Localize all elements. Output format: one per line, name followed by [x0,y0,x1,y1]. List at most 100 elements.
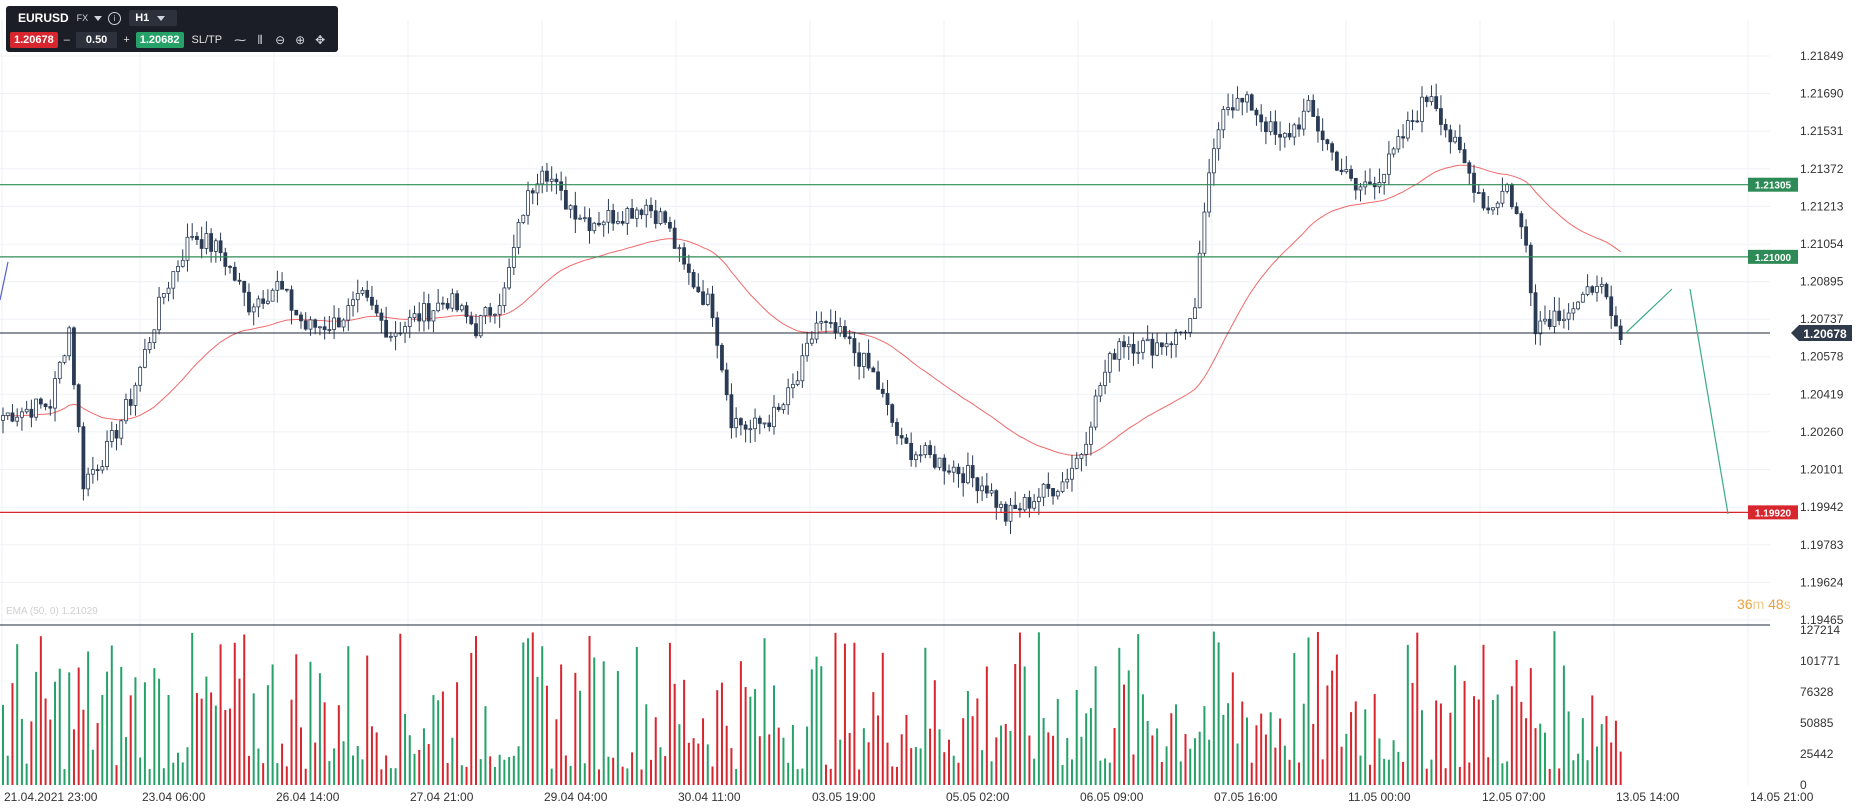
volume-bar [872,692,875,785]
crosshair-icon[interactable]: ✥ [315,33,326,47]
chevron-down-icon[interactable] [94,15,103,21]
volume-bar [1165,746,1168,785]
candle-body [407,317,412,327]
volume-bar [825,764,828,785]
candle-body [232,266,237,281]
volume-tick-label: 76328 [1800,685,1834,699]
volume-bar [399,633,402,785]
indicator-label[interactable]: EMA (50, 0) 1.21029 [6,606,98,617]
volume-bar [172,762,175,785]
volume-bar [1179,761,1182,785]
candle-body [1481,192,1486,209]
candle-body [999,503,1003,508]
level-label: 1.21000 [1755,253,1792,264]
volume-bar [541,646,544,785]
candle-body [861,352,866,367]
volume-bar [900,734,903,785]
current-price-label: 1.20678 [1803,327,1847,341]
sell-button[interactable]: 1.20678 [10,32,58,48]
volume-bar [749,696,752,785]
candle-body [384,319,389,338]
increase-lot-button[interactable]: + [123,34,130,46]
volume-bar [1487,757,1490,785]
y-tick-label: 1.20419 [1800,387,1844,401]
candle-body [261,298,266,304]
candle-body [734,418,739,429]
volume-bar [1018,632,1021,785]
price-levels[interactable]: 1.21305 1.21000 1.19920 1.20678 [0,177,1852,520]
indicators-icon[interactable]: ⦀ [257,33,263,47]
candle-body [776,406,781,410]
volume-bar [200,698,203,785]
zoom-out-icon[interactable]: ⊖ [275,33,286,47]
x-tick-label: 26.04 14:00 [276,790,340,804]
candle-body [833,322,838,334]
volume-bar [1534,728,1537,785]
volume-bar [564,755,567,785]
volume-bar [1368,764,1371,785]
volume-bar [276,763,279,785]
lot-size-input[interactable]: 0.50 [75,32,118,48]
volume-bars [2,631,1622,785]
candle-body [757,417,762,424]
candle-body [1562,318,1566,321]
candle-body [1235,97,1240,111]
candle-body [142,349,147,368]
candle-body [469,316,474,325]
volume-bar [437,700,440,785]
volume-bar [919,748,922,785]
zoom-in-icon[interactable]: ⊕ [295,33,306,47]
timeframe-select[interactable]: H1 [129,10,178,26]
candle-body [100,466,105,471]
candle-body [625,208,630,224]
volume-bar [1066,737,1069,785]
candle-body [668,222,672,229]
sltp-button[interactable]: SL/TP [191,34,223,46]
volume-bar [87,651,90,785]
volume-bar [650,759,653,785]
volume-bar [1572,760,1575,785]
candle-body [190,235,195,238]
candle-body [1505,184,1510,192]
volume-bar [720,682,723,785]
candle-body [871,367,876,373]
volume-bar [1581,718,1584,785]
volume-bar [1298,762,1301,785]
volume-bar [1184,734,1187,785]
volume-bar [768,734,771,785]
candle-body [535,183,540,194]
candle-body [904,437,909,444]
volume-bar [1350,712,1353,785]
y-tick-label: 1.20737 [1800,312,1844,326]
volume-bar [602,661,605,785]
candle-body [497,305,502,315]
symbol-name[interactable]: EURUSD [18,11,69,25]
volume-bar [2,704,4,785]
grid [0,20,1770,785]
candle-body [242,280,247,293]
volume-bar [881,652,884,785]
candle-body [1580,293,1585,303]
decrease-lot-button[interactable]: – [63,34,70,46]
x-tick-label: 21.04.2021 23:00 [4,790,98,804]
volume-bar [1113,727,1116,785]
candle-body [1401,136,1405,139]
volume-bar [1520,701,1523,785]
volume-bar [1123,684,1126,785]
volume-bar [1383,758,1386,785]
candle-body [1079,454,1084,459]
candle-body [76,384,81,428]
info-icon[interactable]: i [108,11,122,25]
volume-bar [820,666,823,785]
volume-bar [1080,736,1083,785]
volume-bar [1269,712,1272,785]
line-chart-icon[interactable]: ⁓ [234,33,247,47]
candle-body [1245,94,1249,103]
trend-arrows[interactable] [0,261,1729,515]
buy-button[interactable]: 1.20682 [135,32,184,48]
y-tick-label: 1.21372 [1800,162,1844,176]
candle-body [1159,342,1164,348]
candle-body [743,424,748,430]
candle-body [1065,478,1070,483]
